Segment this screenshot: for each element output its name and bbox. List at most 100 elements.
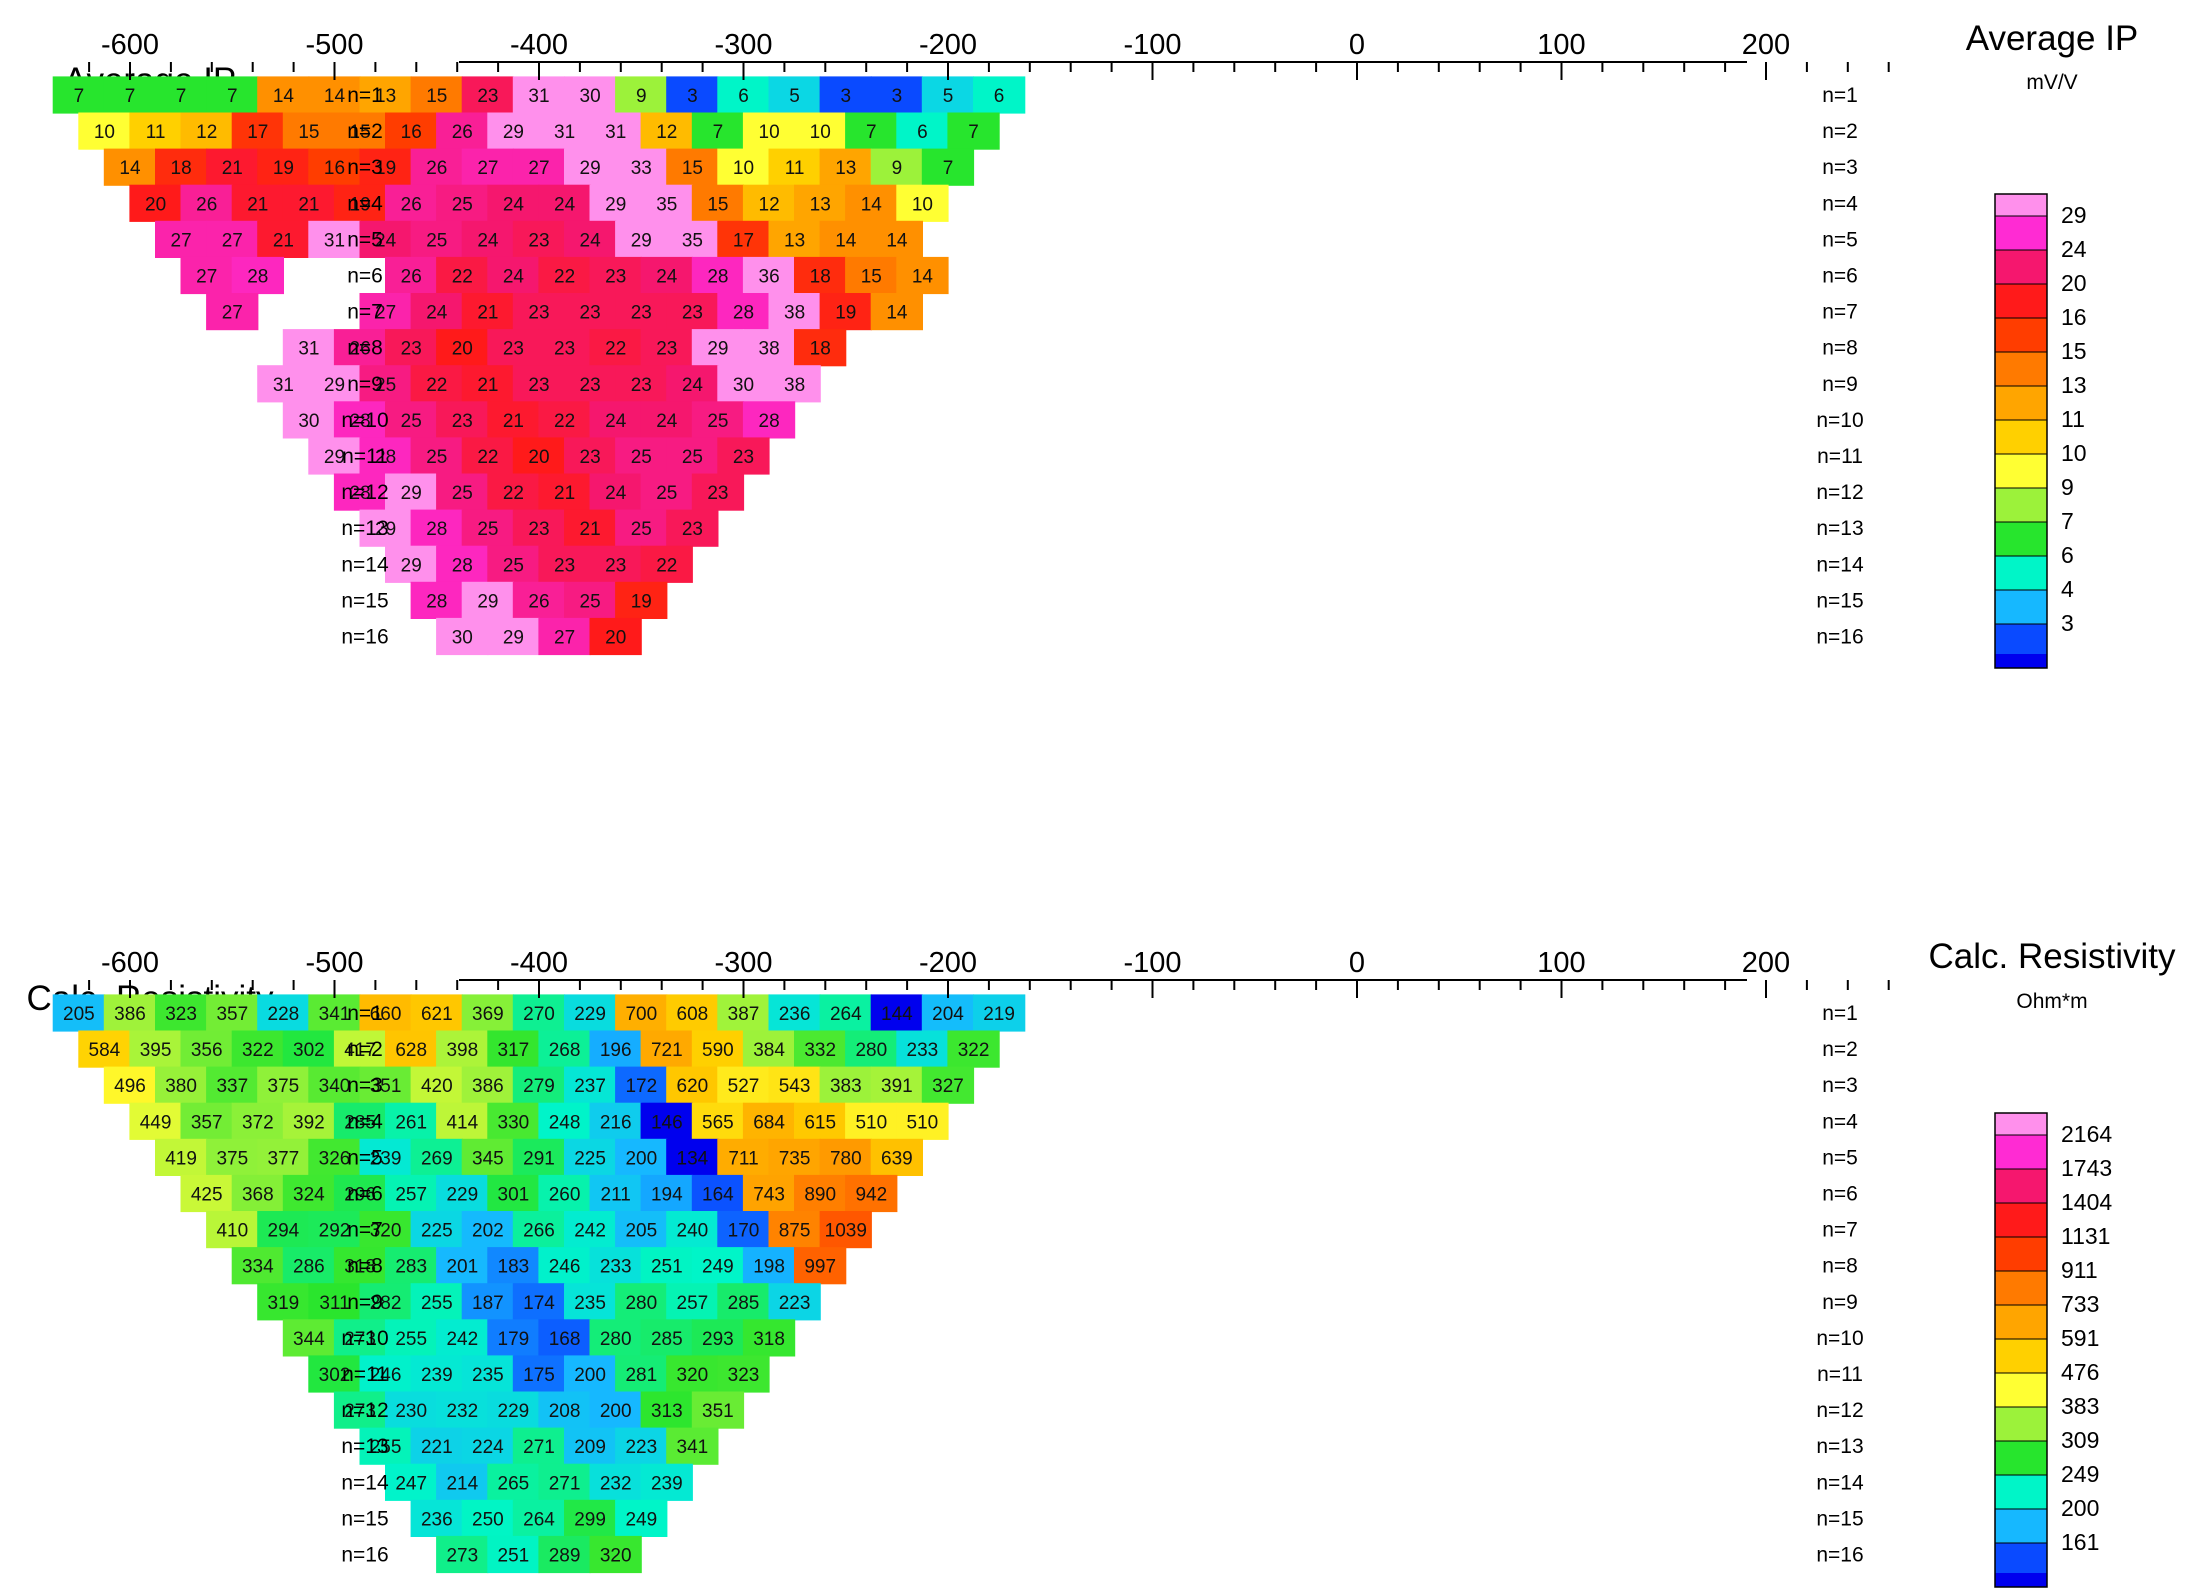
value-label: 15 <box>426 86 447 107</box>
contour-cell <box>615 1138 668 1176</box>
value-label: 29 <box>631 230 652 251</box>
contour-cell <box>282 1247 336 1285</box>
contour-cell <box>487 401 540 439</box>
value-label: 7 <box>227 86 238 107</box>
value-label: 997 <box>804 1257 836 1278</box>
value-label: 395 <box>140 1040 172 1061</box>
contour-cell <box>257 365 310 403</box>
value-label: 17 <box>247 122 268 143</box>
value-label: 36 <box>759 267 780 288</box>
contour-cell <box>640 1319 693 1357</box>
value-label: 21 <box>503 411 524 432</box>
value-label: 35 <box>682 230 703 251</box>
value-label: 14 <box>912 267 934 288</box>
contour-cell <box>333 1030 387 1068</box>
contour-cell <box>52 76 105 114</box>
value-label: 16 <box>401 122 422 143</box>
contour-cell <box>512 76 566 114</box>
legend-label: 200 <box>2061 1495 2099 1521</box>
contour-cell <box>640 1030 693 1068</box>
value-label: 24 <box>554 194 576 215</box>
row-label: n=7 <box>347 1219 383 1242</box>
legend-swatch <box>1995 624 2047 658</box>
value-label: 449 <box>140 1112 172 1133</box>
value-label: 261 <box>395 1112 427 1133</box>
value-label: 242 <box>446 1329 478 1350</box>
contour-cell <box>691 1247 745 1285</box>
value-label: 23 <box>554 339 575 360</box>
legend-label: 9 <box>2061 474 2074 500</box>
value-label: 351 <box>702 1401 734 1422</box>
contour-cell <box>538 1463 591 1501</box>
contour-cell <box>615 509 668 547</box>
contour-cell <box>640 545 693 583</box>
value-label: 18 <box>171 158 192 179</box>
contour-cell <box>845 1030 898 1068</box>
contour-cell <box>615 365 668 403</box>
row-label: n=12 <box>1816 481 1863 504</box>
value-label: 27 <box>222 230 243 251</box>
contour-cell <box>794 184 847 222</box>
contour-cell <box>564 1355 617 1393</box>
value-label: 24 <box>605 411 627 432</box>
contour-cell <box>487 1463 540 1501</box>
value-label: 341 <box>677 1437 709 1458</box>
contour-cell <box>768 76 821 114</box>
contour-cell <box>436 256 489 295</box>
contour-cell <box>410 1499 463 1537</box>
row-label: n=4 <box>347 192 383 215</box>
value-label: 21 <box>298 194 319 215</box>
value-label: 164 <box>702 1185 734 1206</box>
legend-swatch <box>1995 216 2047 250</box>
row-label: n=12 <box>1816 1399 1863 1422</box>
value-label: 214 <box>446 1473 478 1494</box>
value-label: 684 <box>753 1112 785 1133</box>
row-label: n=9 <box>347 373 383 396</box>
value-label: 20 <box>452 339 473 360</box>
value-label: 7 <box>943 158 954 179</box>
value-label: 357 <box>191 1112 223 1133</box>
contour-cell <box>691 1391 745 1429</box>
row-label: n=5 <box>1822 1146 1858 1169</box>
contour-cell <box>615 293 668 331</box>
value-label: 23 <box>605 555 626 576</box>
row-label: n=7 <box>347 301 383 324</box>
contour-cell <box>206 1211 259 1249</box>
value-label: 10 <box>810 122 831 143</box>
contour-cell <box>538 1174 591 1213</box>
contour-cell <box>359 148 412 186</box>
value-label: 232 <box>600 1473 632 1494</box>
contour-cell <box>257 1138 310 1176</box>
contour-cell <box>768 1138 821 1176</box>
value-label: 251 <box>498 1546 530 1567</box>
legend-swatch-top <box>1995 194 2047 216</box>
value-label: 200 <box>600 1401 632 1422</box>
value-label: 27 <box>554 628 575 649</box>
value-label: 890 <box>804 1185 836 1206</box>
contour-cell <box>333 184 387 222</box>
contour-cell <box>564 1066 617 1104</box>
contour-cell <box>512 1427 566 1465</box>
row-label: n=3 <box>1822 156 1858 179</box>
value-label: 29 <box>503 122 524 143</box>
ip-row-labels-right: n=1 n=2 n=3 n=4 n=5 n=6 n=7 n=8 n=9 n=10 n=11 n=12 n… <box>1816 84 1864 649</box>
row-label: n=6 <box>347 265 383 288</box>
contour-cell <box>921 994 975 1032</box>
row-label: n=13 <box>341 1435 388 1458</box>
value-label: 10 <box>733 158 754 179</box>
contour-cell <box>589 545 642 583</box>
value-label: 23 <box>528 375 549 396</box>
value-label: 211 <box>601 1185 631 1206</box>
contour-cell <box>589 1102 642 1140</box>
value-label: 608 <box>677 1004 709 1025</box>
legend-swatch <box>1995 318 2047 352</box>
contour-cell <box>333 1247 387 1285</box>
value-label: 239 <box>651 1473 683 1494</box>
contour-cell <box>512 293 566 331</box>
value-label: 249 <box>625 1509 657 1530</box>
contour-cell <box>129 184 182 222</box>
value-label: 280 <box>600 1329 632 1350</box>
row-label: n=6 <box>1822 1183 1858 1206</box>
value-label: 12 <box>656 122 677 143</box>
contour-cell <box>538 545 591 583</box>
